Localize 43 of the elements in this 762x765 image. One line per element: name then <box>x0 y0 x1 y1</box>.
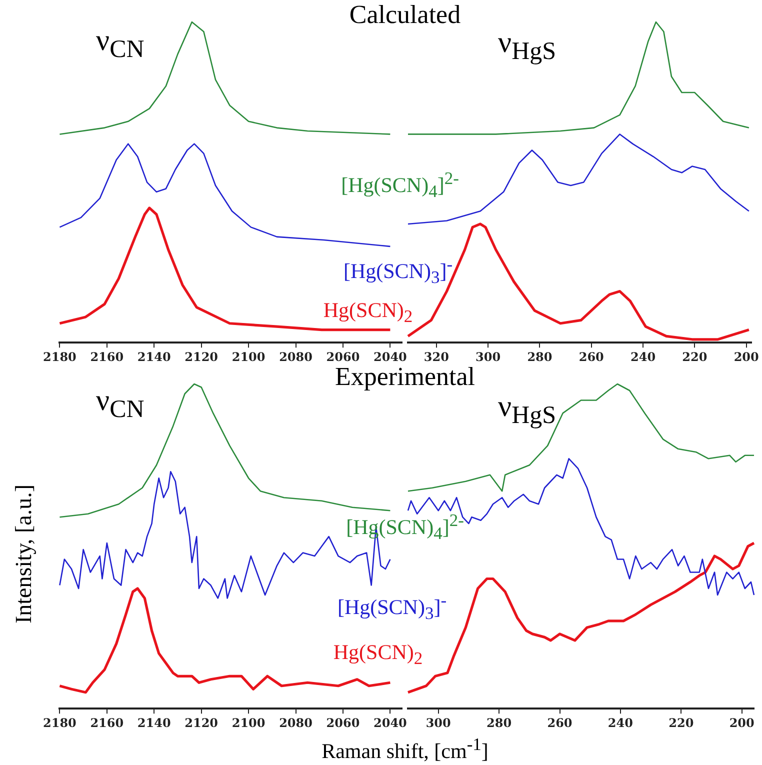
x-tick-label: 200 <box>734 350 759 364</box>
x-tick-label: 2180 <box>42 716 76 730</box>
x-tick-label: 280 <box>527 350 552 364</box>
x-tick-label: 2080 <box>279 716 312 730</box>
x-tick-label: 2040 <box>373 350 407 364</box>
x-tick-label: 240 <box>630 350 656 364</box>
x-tick-label: 280 <box>486 716 512 730</box>
x-tick-label: 2160 <box>90 716 124 730</box>
annotation: ν$_{CN}$ <box>96 24 144 64</box>
x-tick-label: 320 <box>424 350 449 364</box>
series-label: [Hg(SCN)$_{3}$]$^{-}$ <box>337 590 447 624</box>
y-axis-title: Intensity, [a.u.] <box>11 483 37 626</box>
x-tick-label: 220 <box>682 350 708 364</box>
x-tick-label: 2080 <box>279 350 312 364</box>
x-tick-label: 240 <box>608 716 633 730</box>
x-tick-label: 2160 <box>90 350 124 364</box>
series-label: [Hg(SCN)$_{4}$]$^{2-}$ <box>346 510 464 544</box>
x-tick-label: 300 <box>426 716 451 730</box>
annotation: ν$_{CN}$ <box>96 384 144 424</box>
series-label: [Hg(SCN)$_{4}$]$^{2-}$ <box>341 168 459 202</box>
annotation: ν$_{HgS}$ <box>498 390 556 430</box>
x-tick-label: 260 <box>578 350 604 364</box>
series-label: [Hg(SCN)$_{3}$]$^{-}$ <box>343 254 453 288</box>
x-tick-label: 260 <box>547 716 572 730</box>
x-axis-title: Raman shift, [cm$^{-1}$] <box>320 734 490 764</box>
x-tick-label: 2180 <box>42 350 76 364</box>
x-tick-label: 2060 <box>326 716 360 730</box>
x-tick-label: 2120 <box>184 350 218 364</box>
x-tick-label: 300 <box>476 350 501 364</box>
annotation: ν$_{HgS}$ <box>498 26 556 66</box>
x-tick-label: 2140 <box>137 350 171 364</box>
chart-title: Calculated <box>349 0 461 29</box>
x-tick-label: 2040 <box>373 716 407 730</box>
x-tick-label: 220 <box>668 716 694 730</box>
x-tick-label: 2060 <box>326 350 360 364</box>
x-tick-label: 2120 <box>184 716 218 730</box>
x-tick-label: 200 <box>729 716 754 730</box>
x-tick-label: 2100 <box>232 716 266 730</box>
x-tick-label: 2140 <box>137 716 171 730</box>
chart-title: Experimental <box>334 362 476 391</box>
series-label: Hg(SCN)$_{2}$ <box>333 640 423 670</box>
series-label: Hg(SCN)$_{2}$ <box>323 298 413 328</box>
x-tick-label: 2100 <box>232 350 266 364</box>
